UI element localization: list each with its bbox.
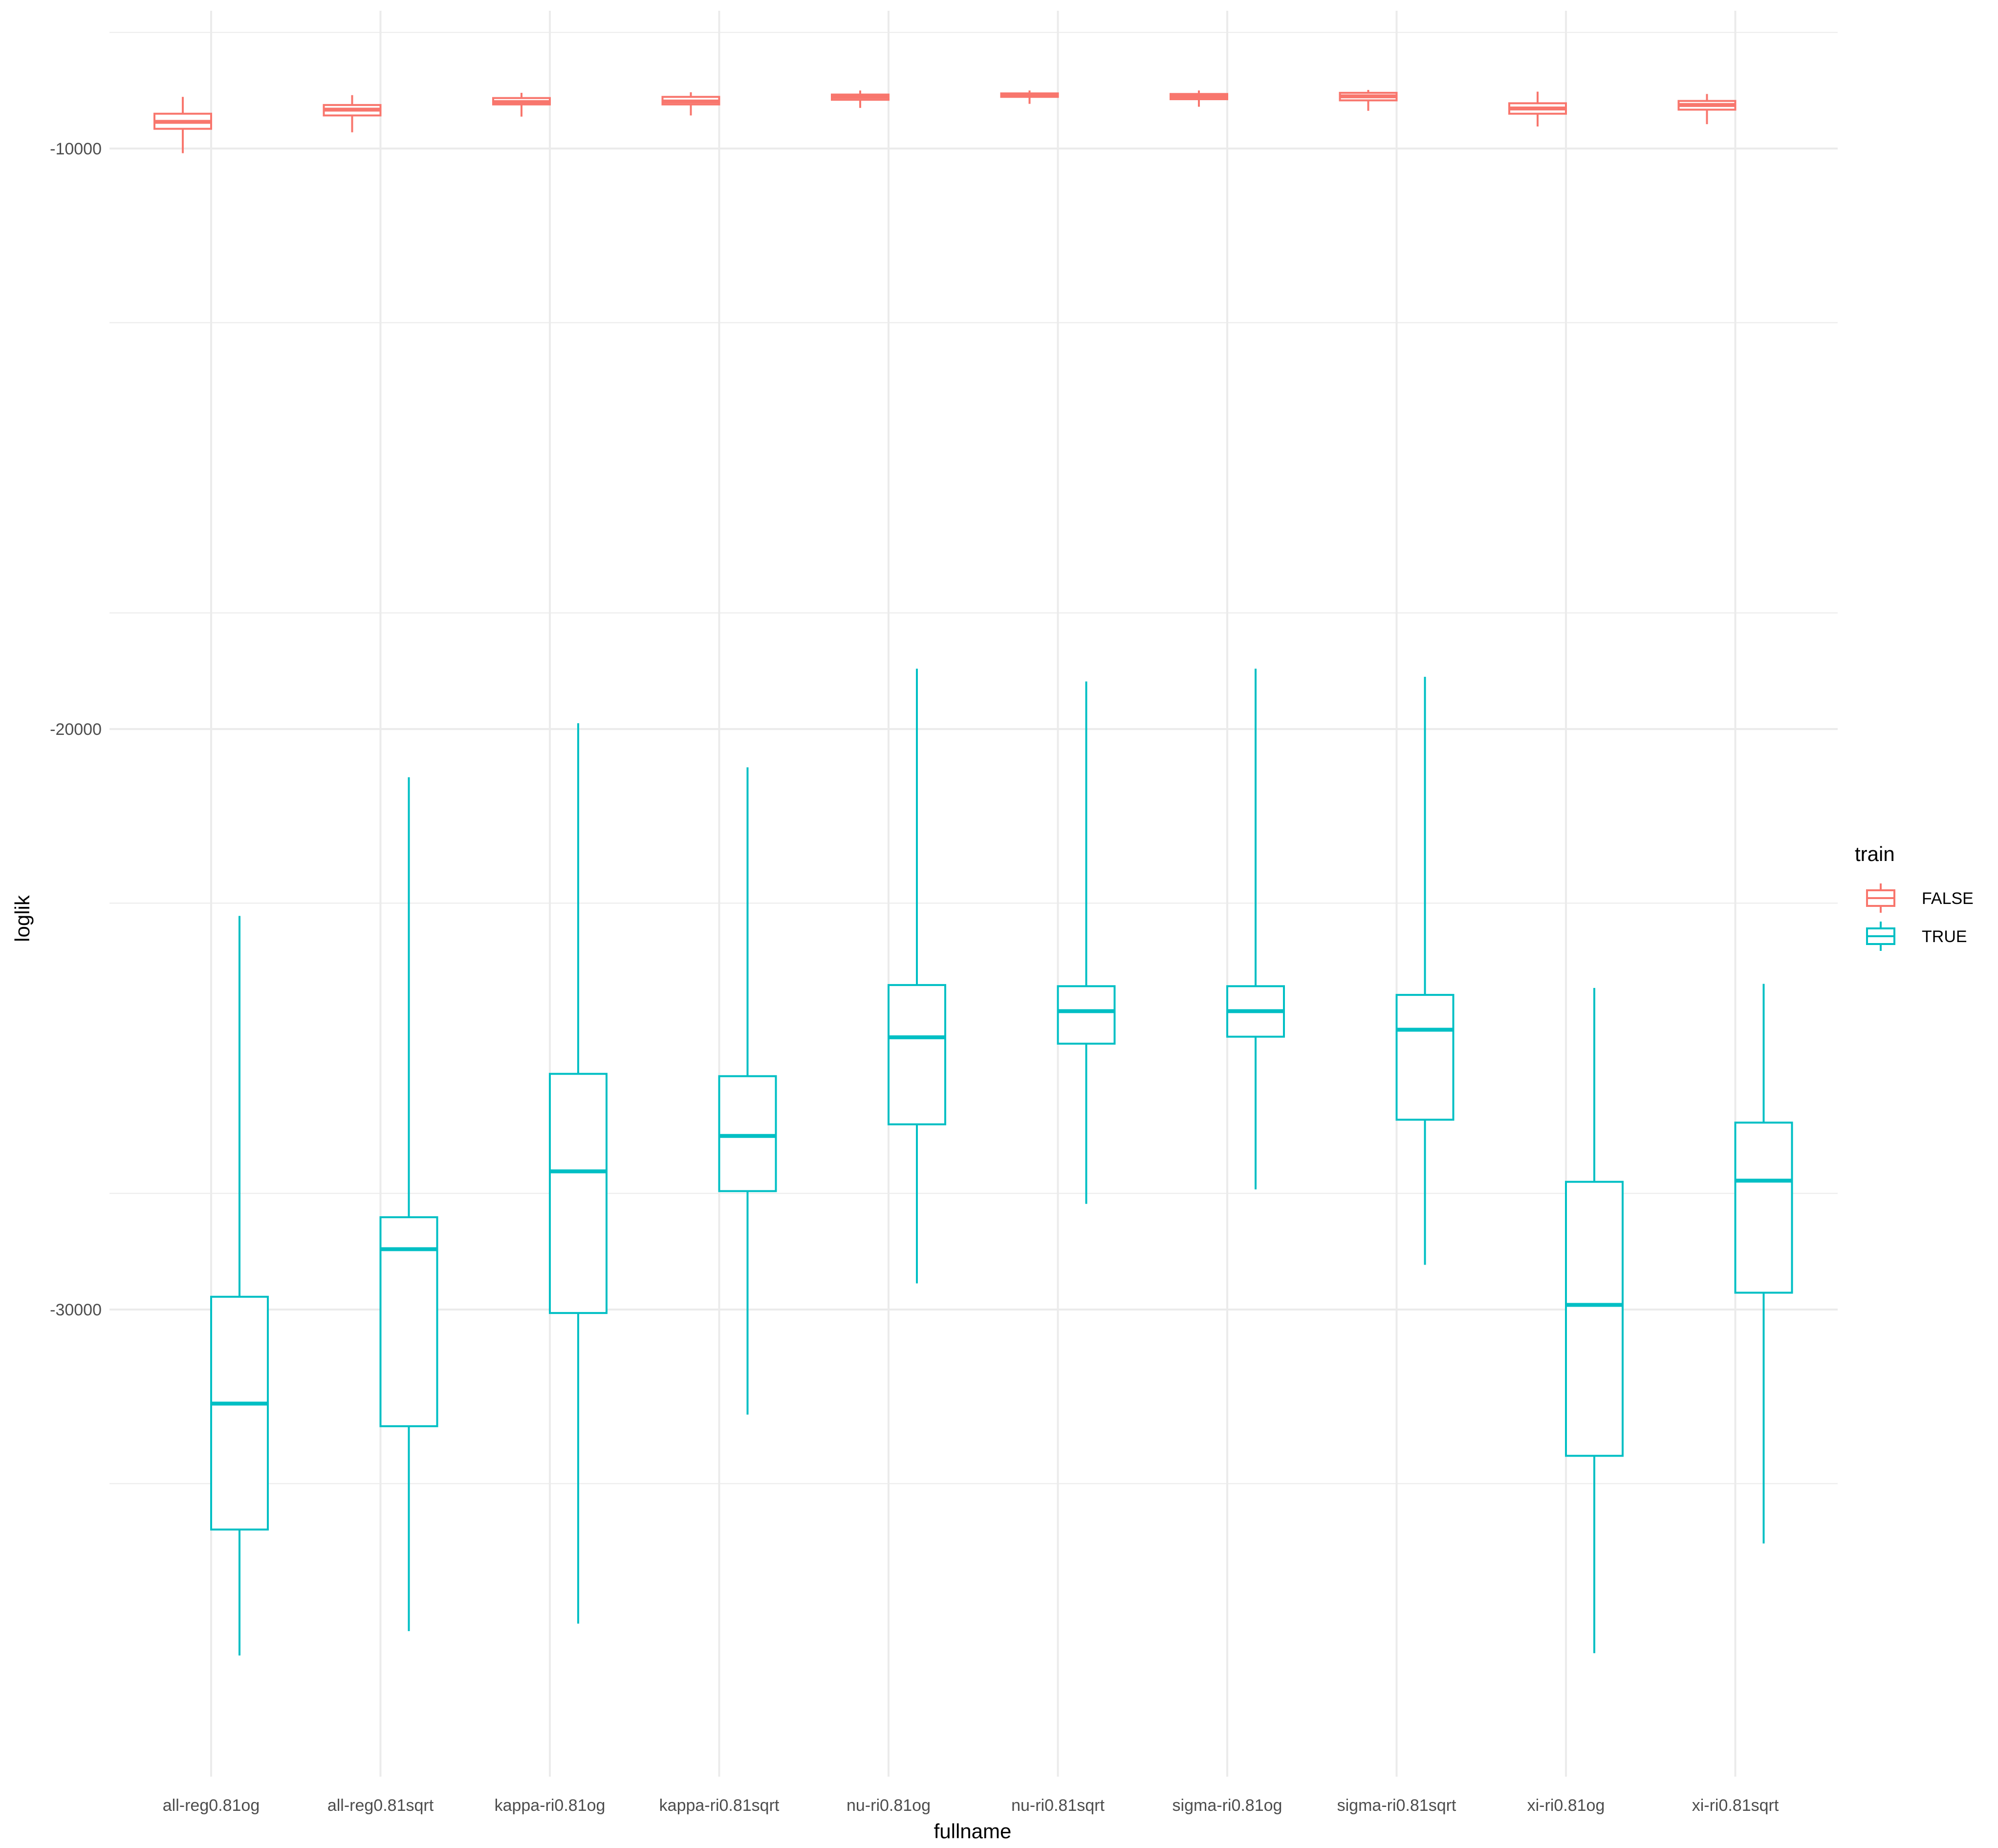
y-tick-label: -30000 <box>50 1301 102 1319</box>
box-false <box>153 97 212 153</box>
box-true <box>549 723 608 1624</box>
box-false <box>661 92 720 116</box>
axis-tick-labels: -10000 -20000 -30000 all-reg0.81og all-reg0.… <box>50 140 1779 1815</box>
box-false <box>492 92 551 117</box>
x-tick-label: nu-ri0.81og <box>847 1796 931 1815</box>
y-axis-title: loglik <box>11 895 34 942</box>
box-false <box>1000 90 1059 104</box>
box-true <box>1565 988 1624 1654</box>
legend-label-true: TRUE <box>1922 927 1967 946</box>
box-body <box>888 984 946 1126</box>
legend-key-true <box>1866 922 1895 951</box>
box-true <box>1226 668 1285 1190</box>
box-body <box>1057 985 1116 1045</box>
y-tick-label: -20000 <box>50 720 102 739</box>
x-tick-label: xi-ri0.81og <box>1527 1796 1605 1815</box>
box-body <box>379 1216 438 1427</box>
y-tick-label: -10000 <box>50 140 102 158</box>
box-body <box>1395 994 1455 1121</box>
box-true <box>718 767 777 1415</box>
legend-label-false: FALSE <box>1922 889 1974 908</box>
box-true <box>210 916 269 1656</box>
box-false <box>1170 90 1228 107</box>
box-body <box>1565 1181 1624 1457</box>
x-tick-label: nu-ri0.81sqrt <box>1011 1796 1105 1815</box>
box-body <box>1734 1121 1793 1294</box>
box-true <box>1057 681 1116 1204</box>
box-false <box>1677 94 1737 125</box>
box-true <box>888 668 946 1284</box>
x-tick-label: kappa-ri0.81sqrt <box>659 1796 780 1815</box>
legend-title: train <box>1855 842 1895 865</box>
x-tick-label: xi-ri0.81sqrt <box>1692 1796 1779 1815</box>
box-false <box>323 95 382 132</box>
x-tick-label: sigma-ri0.81sqrt <box>1337 1796 1456 1815</box>
grid <box>109 11 1838 1777</box>
box-false <box>1339 90 1398 111</box>
box-false <box>1508 91 1567 127</box>
x-tick-label: sigma-ri0.81og <box>1173 1796 1282 1815</box>
box-true <box>1395 677 1455 1265</box>
box-false <box>831 90 890 108</box>
boxplot-boxes <box>153 90 1793 1656</box>
box-true <box>1734 984 1793 1544</box>
box-body <box>718 1075 777 1192</box>
legend: train FALSE TRUE <box>1855 842 1974 951</box>
x-tick-label: kappa-ri0.81og <box>495 1796 606 1815</box>
x-tick-label: all-reg0.81sqrt <box>327 1796 434 1815</box>
x-axis-title: fullname <box>934 1820 1012 1843</box>
legend-key-false <box>1866 883 1895 913</box>
box-body <box>549 1073 608 1314</box>
x-tick-label: all-reg0.81og <box>163 1796 260 1815</box>
box-body <box>210 1295 269 1531</box>
box-true <box>379 777 438 1632</box>
